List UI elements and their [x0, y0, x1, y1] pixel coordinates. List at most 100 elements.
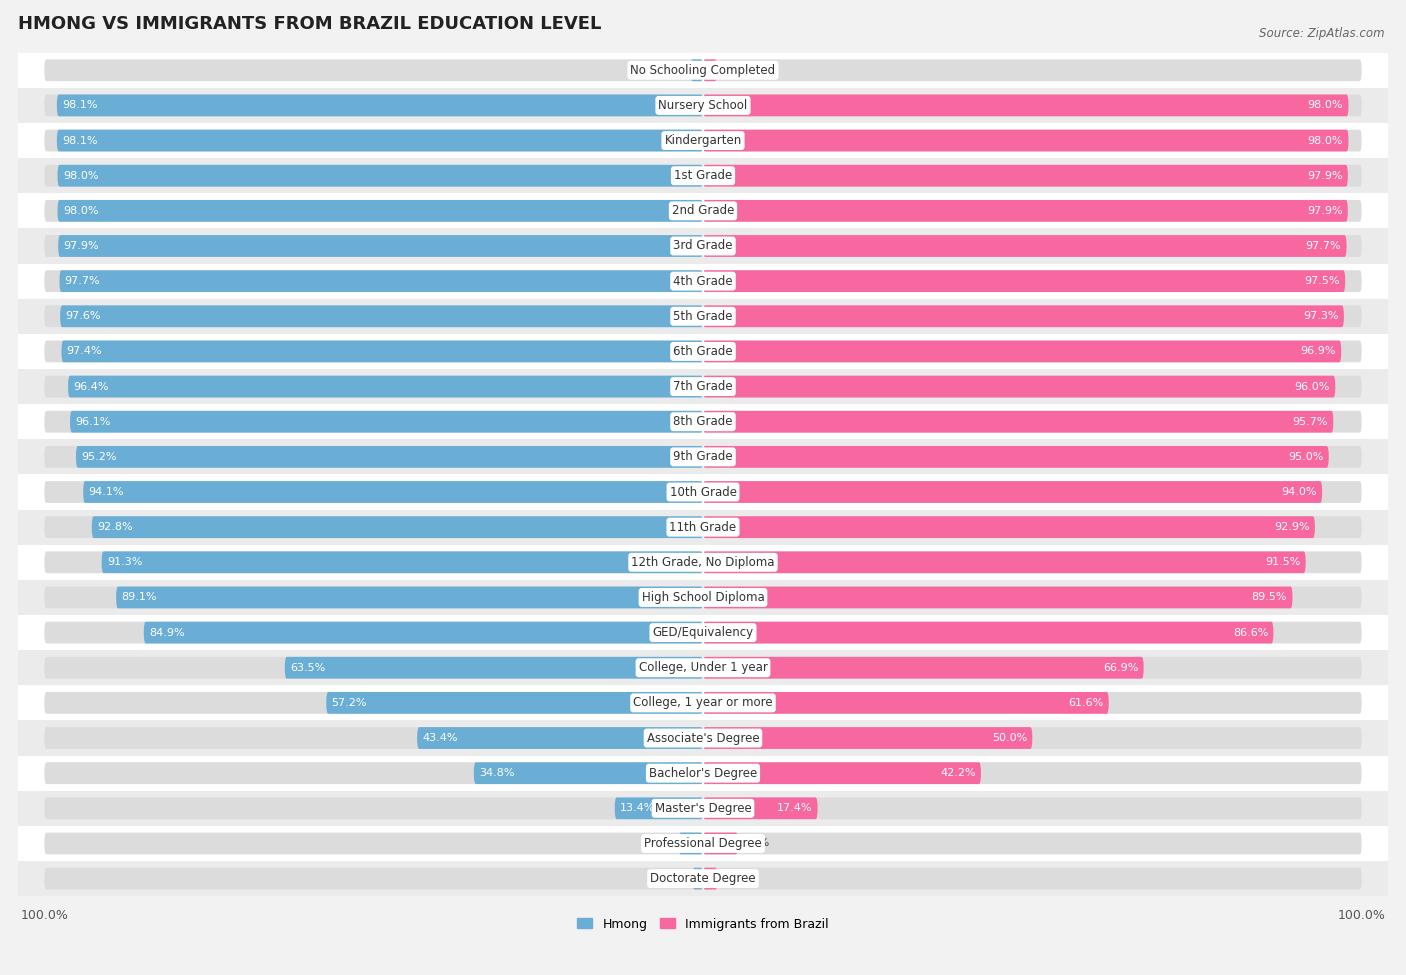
Text: 43.4%: 43.4%	[422, 733, 458, 743]
FancyBboxPatch shape	[45, 165, 703, 186]
Text: 94.0%: 94.0%	[1281, 488, 1317, 497]
Bar	[0, 440, 1406, 475]
Text: 97.9%: 97.9%	[1308, 206, 1343, 215]
Bar	[0, 158, 1406, 193]
Bar	[0, 298, 1406, 333]
Text: 95.0%: 95.0%	[1288, 451, 1323, 462]
FancyBboxPatch shape	[45, 375, 703, 398]
FancyBboxPatch shape	[703, 446, 1329, 468]
Bar	[0, 861, 1406, 896]
Text: 8th Grade: 8th Grade	[673, 415, 733, 428]
Text: Source: ZipAtlas.com: Source: ZipAtlas.com	[1260, 27, 1385, 40]
FancyBboxPatch shape	[703, 657, 1361, 679]
FancyBboxPatch shape	[703, 552, 1306, 573]
FancyBboxPatch shape	[703, 587, 1292, 608]
Bar	[0, 53, 1406, 88]
FancyBboxPatch shape	[45, 481, 703, 503]
Text: 2.2%: 2.2%	[721, 874, 749, 883]
Text: 17.4%: 17.4%	[778, 803, 813, 813]
FancyBboxPatch shape	[117, 587, 703, 608]
FancyBboxPatch shape	[703, 833, 1361, 854]
Bar	[0, 123, 1406, 158]
FancyBboxPatch shape	[703, 270, 1361, 292]
Text: 92.8%: 92.8%	[97, 523, 132, 532]
Text: 97.4%: 97.4%	[66, 346, 103, 357]
FancyBboxPatch shape	[703, 375, 1361, 398]
Text: 84.9%: 84.9%	[149, 628, 184, 638]
FancyBboxPatch shape	[58, 235, 703, 256]
FancyBboxPatch shape	[45, 657, 703, 679]
FancyBboxPatch shape	[693, 868, 703, 889]
Text: 98.0%: 98.0%	[63, 206, 98, 215]
Text: HMONG VS IMMIGRANTS FROM BRAZIL EDUCATION LEVEL: HMONG VS IMMIGRANTS FROM BRAZIL EDUCATIO…	[18, 15, 602, 33]
FancyBboxPatch shape	[703, 552, 1361, 573]
Text: 89.5%: 89.5%	[1251, 593, 1288, 603]
Bar	[0, 791, 1406, 826]
Text: No Schooling Completed: No Schooling Completed	[630, 63, 776, 77]
FancyBboxPatch shape	[703, 130, 1361, 151]
Text: 66.9%: 66.9%	[1102, 663, 1139, 673]
Text: 5th Grade: 5th Grade	[673, 310, 733, 323]
FancyBboxPatch shape	[91, 517, 703, 538]
Text: 96.9%: 96.9%	[1301, 346, 1336, 357]
FancyBboxPatch shape	[45, 340, 703, 363]
FancyBboxPatch shape	[703, 692, 1109, 714]
Text: 98.0%: 98.0%	[63, 171, 98, 180]
FancyBboxPatch shape	[703, 762, 1361, 784]
FancyBboxPatch shape	[703, 270, 1346, 292]
FancyBboxPatch shape	[45, 798, 703, 819]
Text: 2nd Grade: 2nd Grade	[672, 205, 734, 217]
Text: 95.7%: 95.7%	[1292, 416, 1329, 427]
Text: 91.3%: 91.3%	[107, 558, 142, 567]
Text: 42.2%: 42.2%	[941, 768, 976, 778]
Bar	[0, 333, 1406, 369]
Text: 96.0%: 96.0%	[1295, 381, 1330, 392]
Text: Master's Degree: Master's Degree	[655, 801, 751, 815]
Text: 97.5%: 97.5%	[1305, 276, 1340, 286]
Text: 96.1%: 96.1%	[76, 416, 111, 427]
Text: 94.1%: 94.1%	[89, 488, 124, 497]
FancyBboxPatch shape	[45, 587, 703, 608]
FancyBboxPatch shape	[703, 798, 1361, 819]
Bar	[0, 405, 1406, 440]
Text: 97.3%: 97.3%	[1303, 311, 1339, 322]
Text: 63.5%: 63.5%	[290, 663, 325, 673]
Text: 7th Grade: 7th Grade	[673, 380, 733, 393]
Bar	[0, 88, 1406, 123]
Bar	[0, 510, 1406, 545]
Text: 97.7%: 97.7%	[1306, 241, 1341, 251]
FancyBboxPatch shape	[703, 165, 1348, 186]
FancyBboxPatch shape	[45, 762, 703, 784]
FancyBboxPatch shape	[56, 95, 703, 116]
FancyBboxPatch shape	[474, 762, 703, 784]
Text: 89.1%: 89.1%	[121, 593, 157, 603]
FancyBboxPatch shape	[703, 375, 1336, 398]
FancyBboxPatch shape	[45, 200, 703, 221]
FancyBboxPatch shape	[703, 622, 1274, 644]
FancyBboxPatch shape	[45, 446, 703, 468]
Text: 4th Grade: 4th Grade	[673, 275, 733, 288]
Bar	[0, 721, 1406, 756]
Text: 95.2%: 95.2%	[82, 451, 117, 462]
FancyBboxPatch shape	[45, 305, 703, 328]
FancyBboxPatch shape	[703, 517, 1315, 538]
FancyBboxPatch shape	[690, 59, 703, 81]
Bar	[0, 263, 1406, 298]
FancyBboxPatch shape	[83, 481, 703, 503]
Text: 97.6%: 97.6%	[66, 311, 101, 322]
Text: 1.6%: 1.6%	[661, 874, 689, 883]
FancyBboxPatch shape	[58, 200, 703, 221]
FancyBboxPatch shape	[703, 200, 1361, 221]
Bar	[0, 650, 1406, 685]
FancyBboxPatch shape	[45, 868, 703, 889]
Bar	[0, 615, 1406, 650]
Text: Professional Degree: Professional Degree	[644, 837, 762, 850]
Text: High School Diploma: High School Diploma	[641, 591, 765, 604]
FancyBboxPatch shape	[45, 410, 703, 433]
Bar	[0, 756, 1406, 791]
Text: 97.9%: 97.9%	[1308, 171, 1343, 180]
Text: College, Under 1 year: College, Under 1 year	[638, 661, 768, 675]
FancyBboxPatch shape	[703, 798, 818, 819]
FancyBboxPatch shape	[45, 95, 703, 116]
FancyBboxPatch shape	[45, 270, 703, 292]
